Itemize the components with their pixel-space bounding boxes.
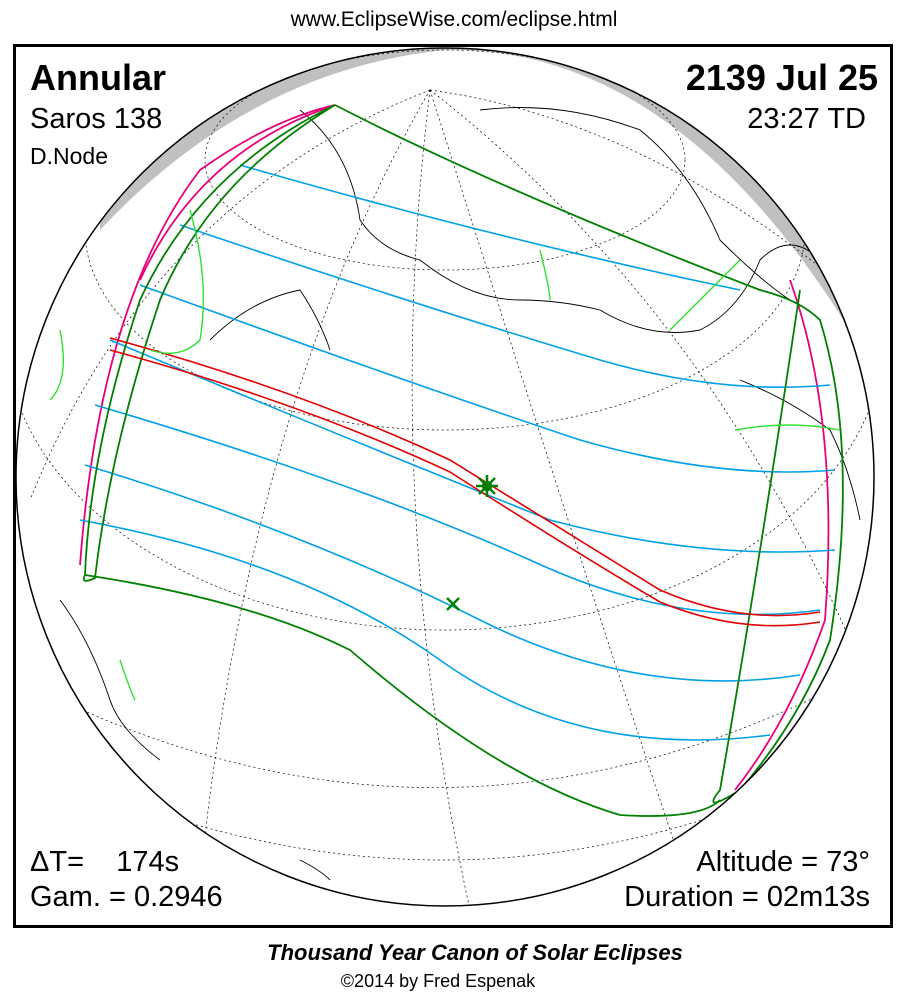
penumbra-limit-outline bbox=[82, 104, 844, 817]
night-shade bbox=[100, 48, 874, 400]
canon-title: Thousand Year Canon of Solar Eclipses bbox=[267, 940, 683, 965]
delta-t: ΔT= 174s bbox=[30, 846, 180, 878]
altitude: Altitude = 73° bbox=[696, 846, 870, 878]
map-frame bbox=[13, 44, 893, 928]
greatest-eclipse-star-icon bbox=[476, 475, 498, 497]
central-path bbox=[109, 337, 821, 627]
globe-limb bbox=[15, 47, 875, 907]
eclipse-type: Annular bbox=[30, 57, 167, 98]
eclipse-date: 2139 Jul 25 bbox=[685, 57, 878, 98]
rise-set-curve-west bbox=[79, 104, 336, 566]
rise-set-curve-east bbox=[734, 279, 830, 791]
coastlines bbox=[59, 107, 861, 881]
copyright: ©2014 by Fred Espenak bbox=[340, 971, 536, 991]
eclipse-time: 23:27 TD bbox=[747, 103, 866, 135]
node-label: D.Node bbox=[30, 143, 108, 169]
hourly-curves bbox=[79, 164, 836, 741]
source-url: www.EclipseWise.com/eclipse.html bbox=[290, 8, 618, 31]
saros-number: Saros 138 bbox=[30, 103, 163, 135]
sub-solar-point-x-icon bbox=[446, 597, 460, 611]
duration: Duration = 02m13s bbox=[624, 881, 870, 913]
gamma: Gam. = 0.2946 bbox=[30, 881, 223, 913]
rise-set-curve-west-2 bbox=[139, 104, 336, 281]
political-borders bbox=[49, 209, 841, 701]
